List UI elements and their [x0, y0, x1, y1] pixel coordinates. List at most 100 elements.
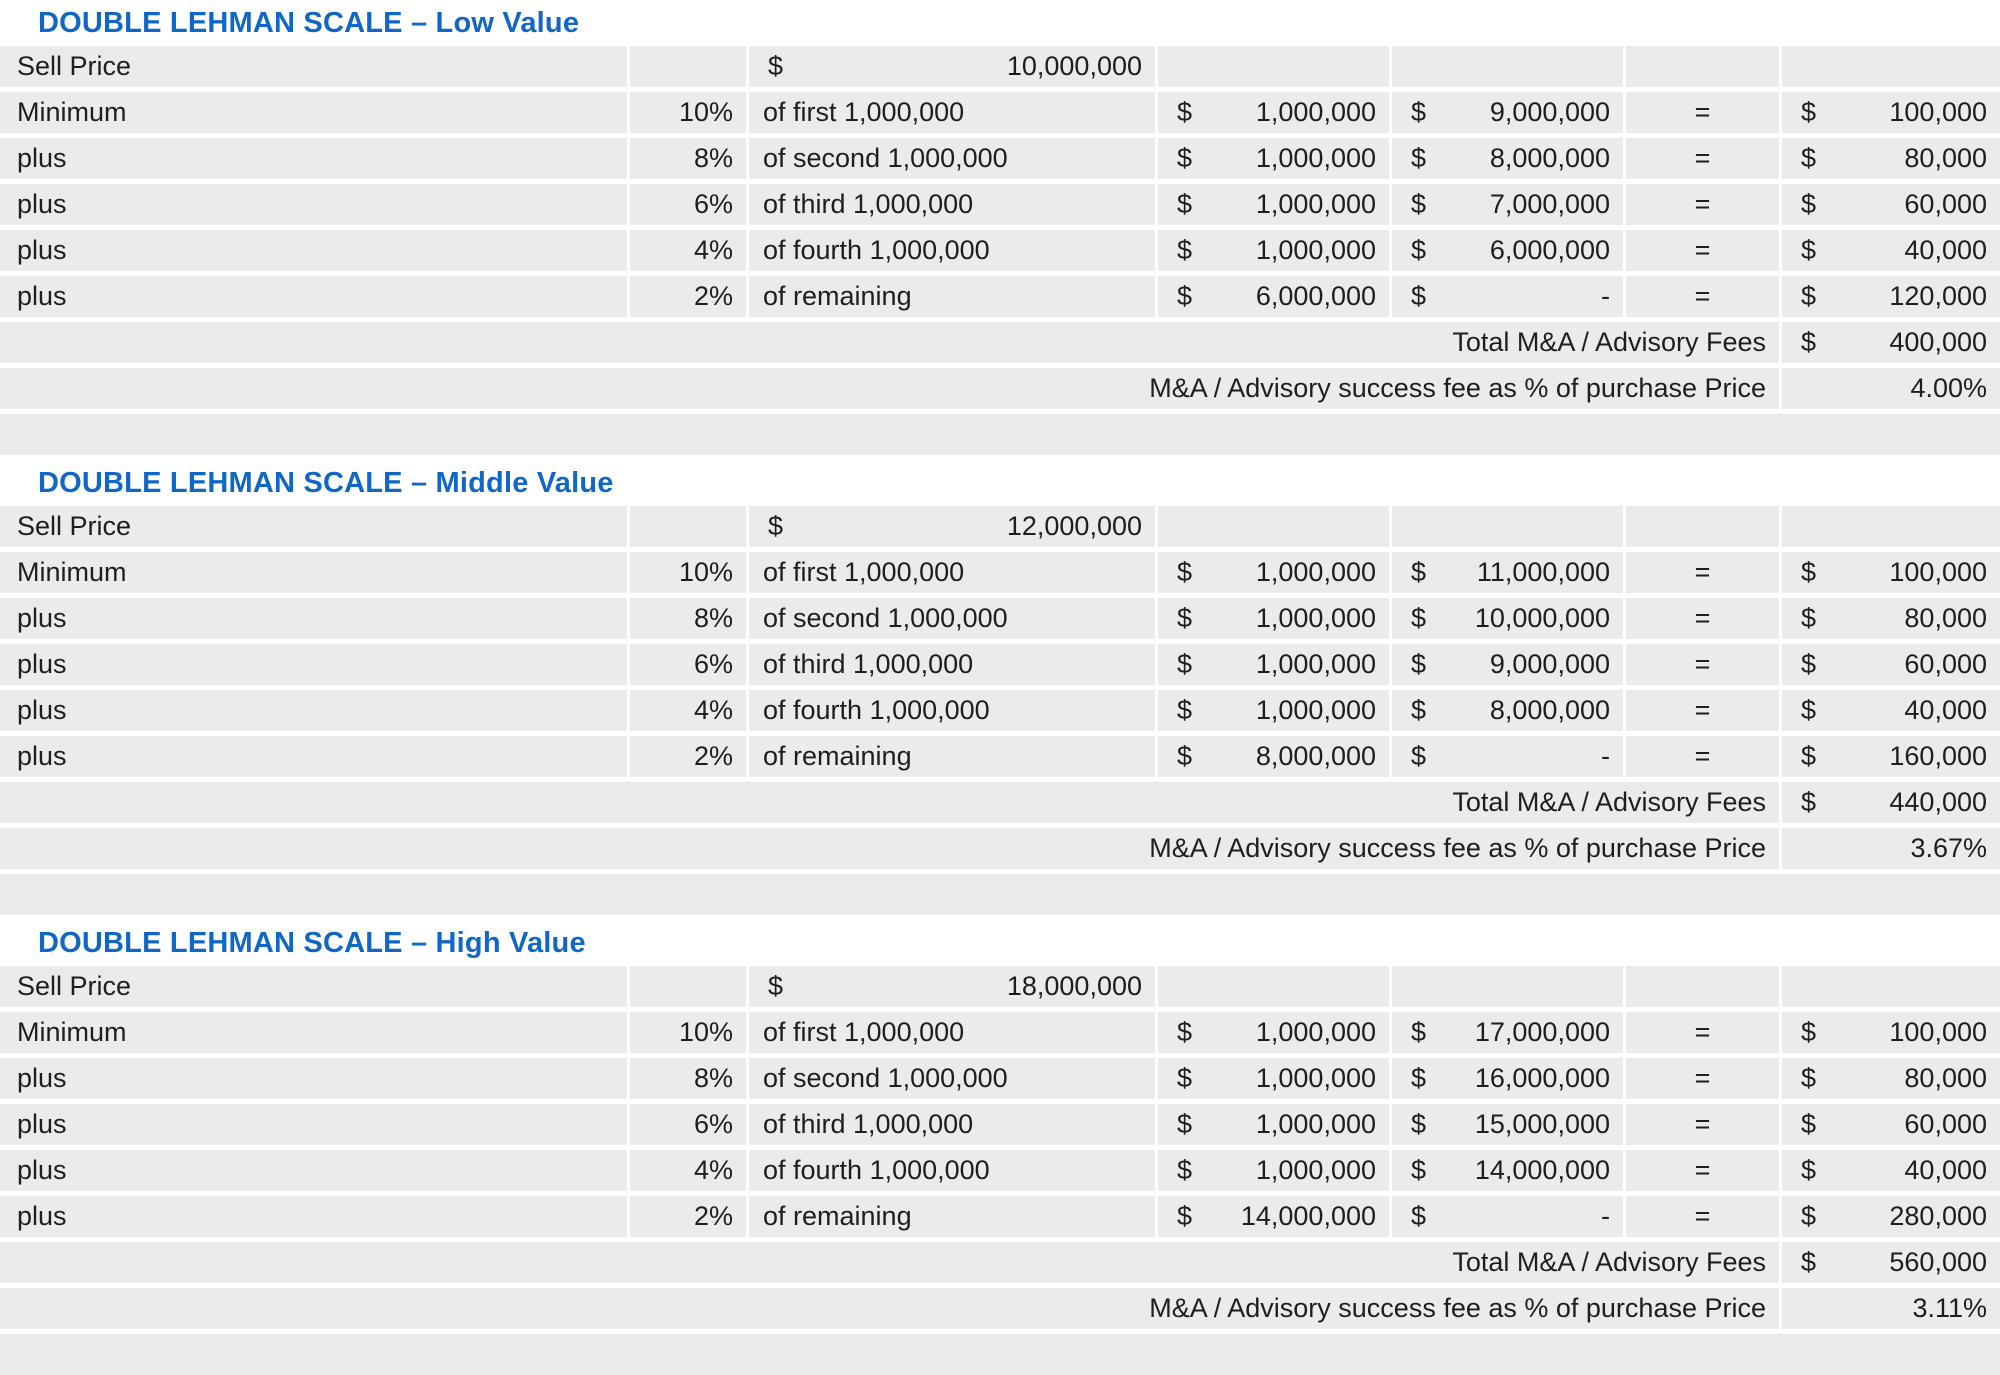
fee-row: plus 6% of third 1,000,000 $ 1,000,000 $…: [0, 184, 2000, 225]
fee-row-label: plus: [0, 276, 627, 317]
dollar-sign: $: [1801, 1201, 1817, 1231]
fee-row-percent: 8%: [630, 138, 746, 179]
empty-cell: [1158, 966, 1389, 1007]
remainder-amount-value: 9,000,000: [1489, 649, 1610, 679]
fee-row-percent: 4%: [630, 230, 746, 271]
fee-row-description: of second 1,000,000: [749, 1058, 1155, 1099]
fee-row-label: plus: [0, 644, 627, 685]
fee-row-label: plus: [0, 230, 627, 271]
fee-amount-value: 80,000: [1904, 143, 1987, 173]
fee-amount-cell: $ 60,000: [1782, 1104, 2000, 1145]
fee-rows: Minimum 10% of first 1,000,000 $ 1,000,0…: [0, 92, 2000, 317]
spacer-row: [0, 1334, 2000, 1375]
remainder-amount-value: -: [1601, 1201, 1610, 1231]
remainder-amount-value: 7,000,000: [1489, 189, 1610, 219]
tranche-amount-cell: $ 1,000,000: [1158, 690, 1389, 731]
fee-amount-value: 100,000: [1889, 557, 1987, 587]
remainder-amount-cell: $ -: [1392, 1196, 1623, 1237]
dollar-sign: $: [1411, 281, 1427, 311]
fee-row: plus 6% of third 1,000,000 $ 1,000,000 $…: [0, 1104, 2000, 1145]
table-title: DOUBLE LEHMAN SCALE – Middle Value: [38, 466, 614, 499]
remainder-amount-cell: $ -: [1392, 276, 1623, 317]
dollar-sign: $: [1801, 1247, 1817, 1277]
sell-price-row: Sell Price $ 12,000,000: [0, 506, 2000, 547]
equals-sign: =: [1626, 1058, 1779, 1099]
fee-amount-cell: $ 40,000: [1782, 1150, 2000, 1191]
fee-row-label: plus: [0, 1058, 627, 1099]
tranche-amount-cell: $ 14,000,000: [1158, 1196, 1389, 1237]
fee-row-percent: 2%: [630, 276, 746, 317]
dollar-sign: $: [1801, 1155, 1817, 1185]
fee-row: plus 2% of remaining $ 8,000,000 $ - = $…: [0, 736, 2000, 777]
tranche-amount-cell: $ 1,000,000: [1158, 184, 1389, 225]
equals-sign: =: [1626, 1104, 1779, 1145]
empty-cell: [1626, 46, 1779, 87]
fee-row-description: of fourth 1,000,000: [749, 690, 1155, 731]
fee-row-label: plus: [0, 1196, 627, 1237]
lehman-scale-table: DOUBLE LEHMAN SCALE – Low Value Sell Pri…: [0, 0, 2000, 455]
tranche-amount-value: 6,000,000: [1255, 281, 1376, 311]
fee-amount-value: 40,000: [1904, 1155, 1987, 1185]
spacer-cell: [0, 1334, 2000, 1375]
fee-row-percent: 2%: [630, 736, 746, 777]
remainder-amount-value: -: [1601, 281, 1610, 311]
fee-row-description: of third 1,000,000: [749, 1104, 1155, 1145]
success-fee-row: M&A / Advisory success fee as % of purch…: [0, 368, 2000, 409]
empty-cell: [1626, 966, 1779, 1007]
fee-row-label: plus: [0, 598, 627, 639]
tranche-amount-cell: $ 1,000,000: [1158, 598, 1389, 639]
fee-row: plus 8% of second 1,000,000 $ 1,000,000 …: [0, 138, 2000, 179]
remainder-amount-cell: $ 17,000,000: [1392, 1012, 1623, 1053]
fee-row-description: of second 1,000,000: [749, 598, 1155, 639]
dollar-sign: $: [1411, 143, 1427, 173]
fee-row-description: of third 1,000,000: [749, 644, 1155, 685]
fee-amount-cell: $ 280,000: [1782, 1196, 2000, 1237]
fee-row-percent: 6%: [630, 184, 746, 225]
remainder-amount-value: -: [1601, 741, 1610, 771]
fee-row-description: of remaining: [749, 1196, 1155, 1237]
fee-row: Minimum 10% of first 1,000,000 $ 1,000,0…: [0, 92, 2000, 133]
sell-price-row: Sell Price $ 10,000,000: [0, 46, 2000, 87]
dollar-sign: $: [1801, 189, 1817, 219]
fee-amount-value: 120,000: [1889, 281, 1987, 311]
dollar-sign: $: [1177, 695, 1193, 725]
fee-rows: Minimum 10% of first 1,000,000 $ 1,000,0…: [0, 1012, 2000, 1237]
dollar-sign: $: [1411, 1155, 1427, 1185]
dollar-sign: $: [1177, 1063, 1193, 1093]
table-title-row: DOUBLE LEHMAN SCALE – High Value: [0, 920, 2000, 966]
equals-sign: =: [1626, 644, 1779, 685]
remainder-amount-value: 9,000,000: [1489, 97, 1610, 127]
empty-cell: [1392, 46, 1623, 87]
total-fees-value: 560,000: [1889, 1247, 1987, 1277]
equals-sign: =: [1626, 138, 1779, 179]
fee-amount-value: 280,000: [1889, 1201, 1987, 1231]
dollar-sign: $: [1177, 235, 1193, 265]
dollar-sign: $: [1801, 649, 1817, 679]
fee-amount-value: 100,000: [1889, 1017, 1987, 1047]
total-fees-label-cell: Total M&A / Advisory Fees: [0, 1242, 1779, 1283]
remainder-amount-cell: $ 9,000,000: [1392, 92, 1623, 133]
tranche-amount-value: 1,000,000: [1255, 603, 1376, 633]
remainder-amount-value: 8,000,000: [1489, 695, 1610, 725]
tranche-amount-value: 1,000,000: [1255, 189, 1376, 219]
dollar-sign: $: [1177, 143, 1193, 173]
dollar-sign: $: [1801, 557, 1817, 587]
empty-cell: [1782, 506, 2000, 547]
dollar-sign: $: [1177, 557, 1193, 587]
table-title-row: DOUBLE LEHMAN SCALE – Low Value: [0, 0, 2000, 46]
sell-price-label: Sell Price: [0, 46, 627, 87]
dollar-sign: $: [1177, 1201, 1193, 1231]
tranche-amount-value: 1,000,000: [1255, 1155, 1376, 1185]
dollar-sign: $: [1177, 1109, 1193, 1139]
remainder-amount-cell: $ 8,000,000: [1392, 138, 1623, 179]
sell-price-percent-cell: [630, 506, 746, 547]
table-title-row: DOUBLE LEHMAN SCALE – Middle Value: [0, 460, 2000, 506]
dollar-sign: $: [1801, 327, 1817, 357]
dollar-sign: $: [1177, 603, 1193, 633]
dollar-sign: $: [768, 51, 784, 81]
success-fee-label-cell: M&A / Advisory success fee as % of purch…: [0, 828, 1779, 869]
dollar-sign: $: [768, 511, 784, 541]
remainder-amount-value: 15,000,000: [1474, 1109, 1610, 1139]
equals-sign: =: [1626, 184, 1779, 225]
